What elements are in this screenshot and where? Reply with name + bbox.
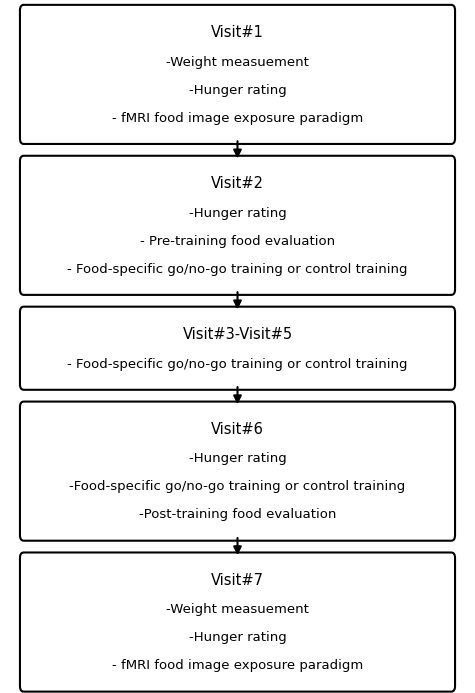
Text: - fMRI food image exposure paradigm: - fMRI food image exposure paradigm: [112, 112, 363, 125]
Text: Visit#3-Visit#5: Visit#3-Visit#5: [182, 326, 293, 342]
FancyBboxPatch shape: [20, 5, 455, 144]
Text: Visit#6: Visit#6: [211, 421, 264, 437]
Text: -Hunger rating: -Hunger rating: [189, 631, 286, 644]
Text: -Hunger rating: -Hunger rating: [189, 84, 286, 97]
Text: Visit#1: Visit#1: [211, 25, 264, 40]
FancyBboxPatch shape: [20, 401, 455, 541]
Text: -Hunger rating: -Hunger rating: [189, 453, 286, 466]
Text: Visit#7: Visit#7: [211, 572, 264, 588]
Text: -Post-training food evaluation: -Post-training food evaluation: [139, 509, 336, 521]
Text: Visit#2: Visit#2: [211, 176, 264, 191]
Text: - Food-specific go/no-go training or control training: - Food-specific go/no-go training or con…: [67, 358, 408, 371]
FancyBboxPatch shape: [20, 307, 455, 389]
FancyBboxPatch shape: [20, 552, 455, 692]
Text: - Food-specific go/no-go training or control training: - Food-specific go/no-go training or con…: [67, 263, 408, 276]
Text: - Pre-training food evaluation: - Pre-training food evaluation: [140, 235, 335, 247]
Text: -Weight measuement: -Weight measuement: [166, 604, 309, 616]
Text: -Hunger rating: -Hunger rating: [189, 207, 286, 220]
FancyBboxPatch shape: [20, 156, 455, 295]
Text: -Weight measuement: -Weight measuement: [166, 55, 309, 69]
Text: -Food-specific go/no-go training or control training: -Food-specific go/no-go training or cont…: [69, 480, 406, 493]
Text: - fMRI food image exposure paradigm: - fMRI food image exposure paradigm: [112, 659, 363, 672]
